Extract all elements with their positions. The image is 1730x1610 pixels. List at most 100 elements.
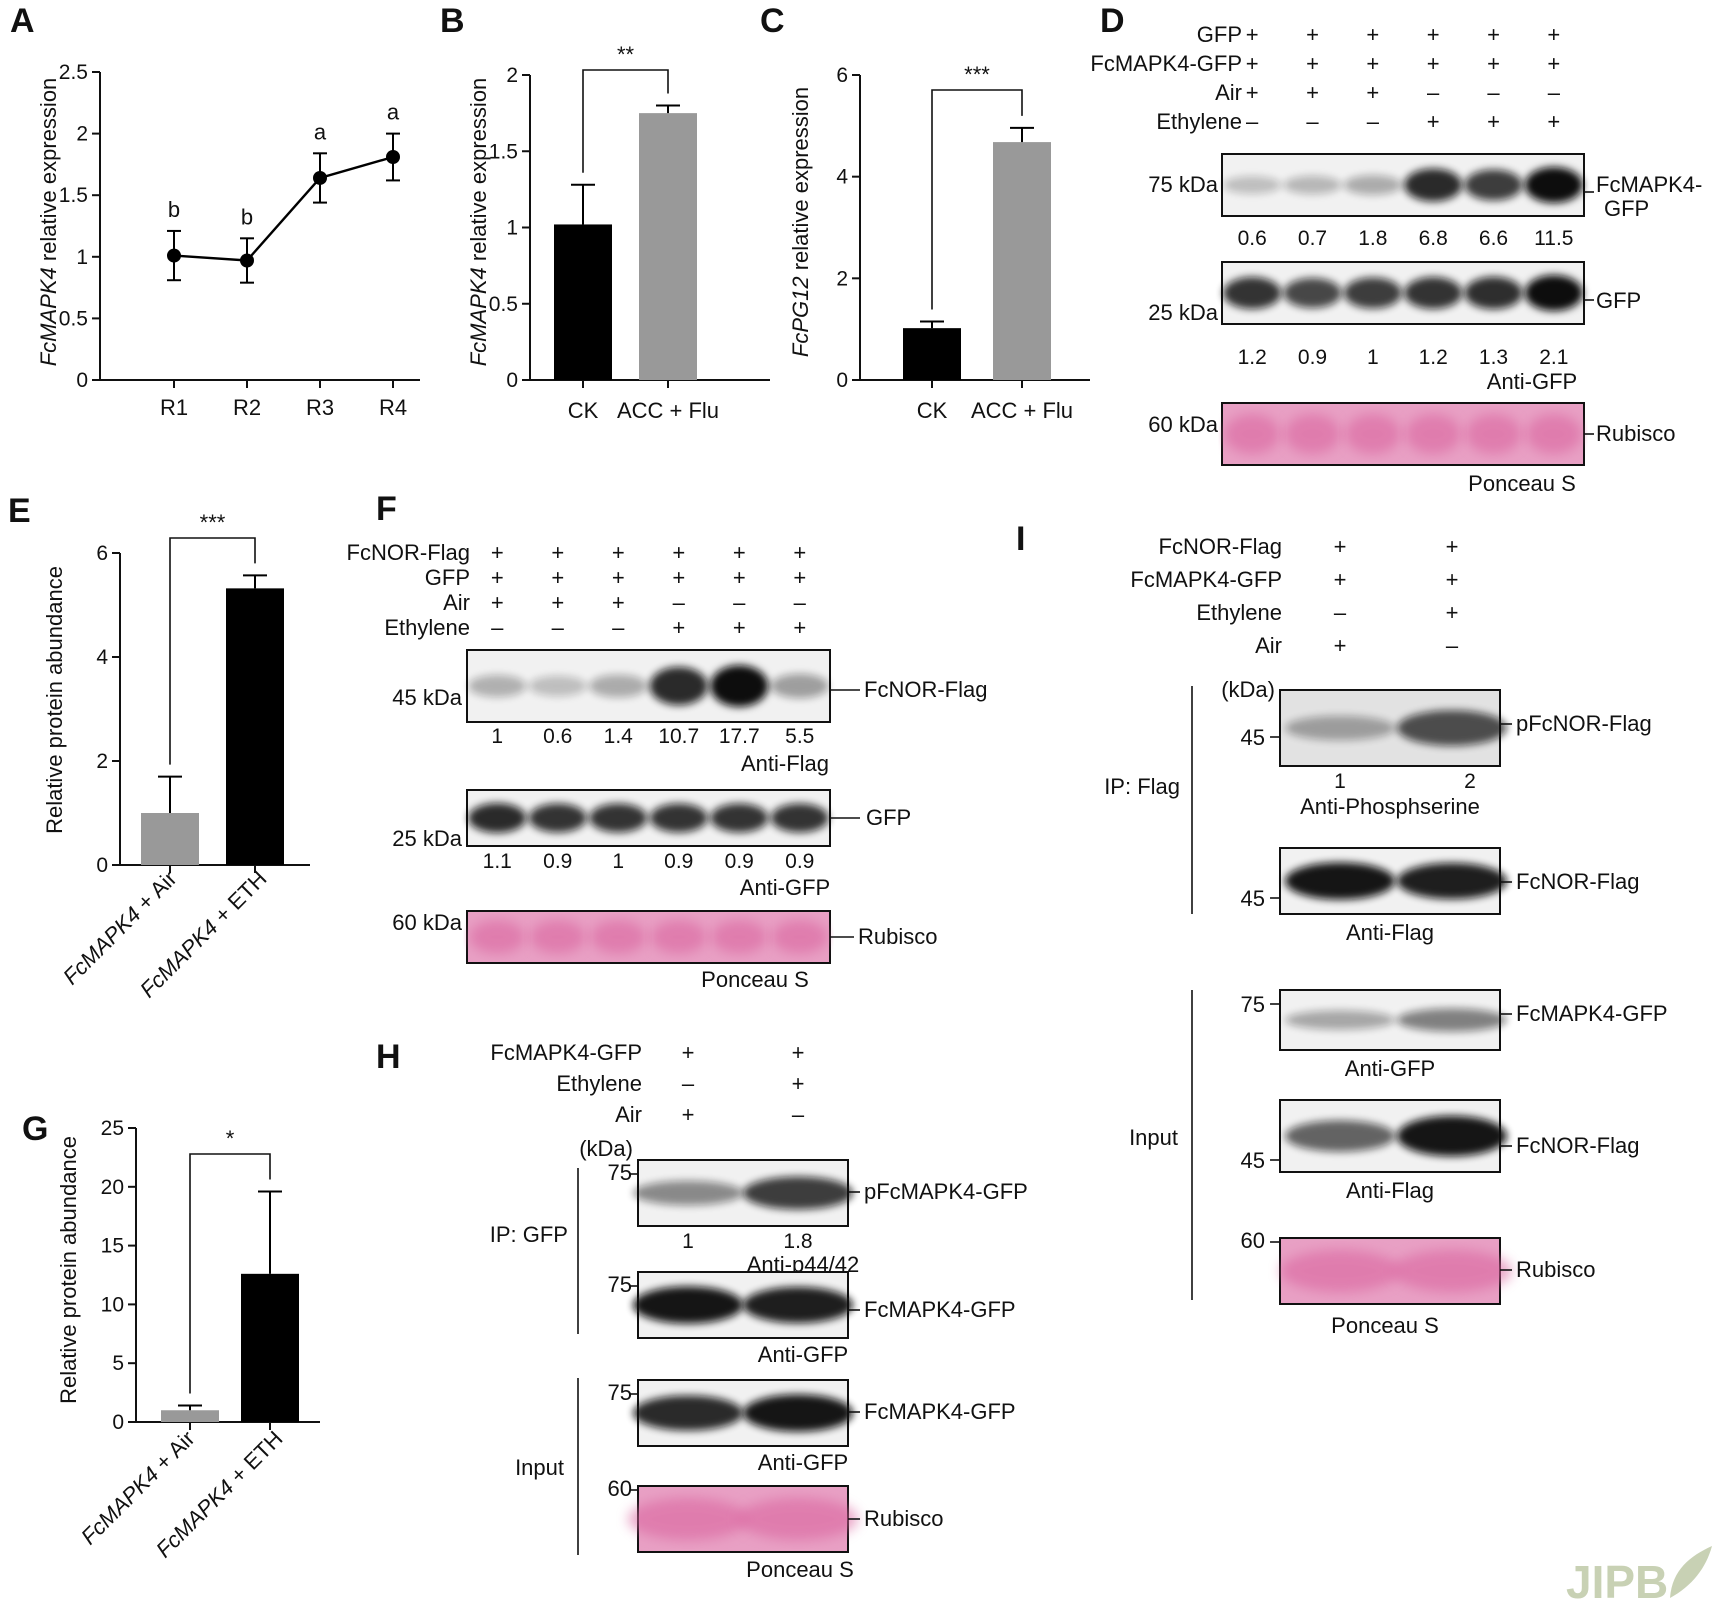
h-input-label: Input <box>515 1455 564 1480</box>
panel-label-d: D <box>1100 2 1125 40</box>
f-condition-sign: + <box>793 565 806 590</box>
h-kda-unit: (kDa) <box>579 1136 633 1161</box>
panel-label-h: H <box>376 1038 401 1076</box>
a-ytick-label: 1 <box>76 246 88 269</box>
d-condition-sign: – <box>1427 80 1440 105</box>
a-data-point <box>167 248 181 263</box>
f-condition-label: Ethylene <box>384 615 470 640</box>
i-row2-band-label: FcNOR-Flag <box>1516 869 1639 894</box>
d-row2-quant: 1 <box>1367 346 1379 369</box>
panel-c: C FcPG12 relative expression 0 2 4 6 CK ACC +… <box>760 2 1090 423</box>
i-row3-band <box>1285 1010 1395 1030</box>
h-row1-kda: 75 <box>608 1160 632 1185</box>
h-condition-label: Air <box>615 1102 642 1127</box>
i-row2-kda: 45 <box>1241 886 1265 911</box>
panel-b-ylabel: FcMAPK4 relative expression <box>466 78 491 367</box>
f-condition-label: FcNOR-Flag <box>347 540 470 565</box>
c-significance-stars: *** <box>964 62 990 87</box>
panel-d: D GFP + + + + + +FcMAPK4-GFP + + + + + +Air + + + – – –Eth… <box>1090 2 1702 496</box>
d-row3-band <box>1465 414 1522 454</box>
b-significance-bracket <box>582 69 669 173</box>
c-category-label: ACC + Flu <box>971 398 1073 423</box>
d-condition-label: Ethylene <box>1156 109 1242 134</box>
c-bar <box>993 142 1051 380</box>
a-ytick-label: 2 <box>76 123 88 146</box>
panel-f: F FcNOR-Flag + + + + + +GFP + + + + + +Air + + + – – –Ethy… <box>347 490 988 992</box>
i-row5-band-label: Rubisco <box>1516 1257 1595 1282</box>
panel-label-i: I <box>1016 520 1025 558</box>
d-row1-band <box>1524 167 1583 203</box>
d-condition-sign: + <box>1246 51 1259 76</box>
d-condition-sign: + <box>1487 51 1500 76</box>
f-row1-membrane <box>466 649 831 723</box>
b-significance-stars: ** <box>617 42 635 67</box>
f-condition-sign: + <box>551 590 564 615</box>
d-condition-sign: + <box>1246 22 1259 47</box>
panel-a-ylabel: FcMAPK4 relative expression <box>36 78 61 367</box>
f-condition-sign: + <box>612 540 625 565</box>
i-row5-kda: 60 <box>1241 1228 1265 1253</box>
a-ytick-label: 0 <box>76 369 88 392</box>
b-ytick-label: 1 <box>506 217 518 240</box>
h-condition-sign: + <box>792 1071 805 1096</box>
i-condition-label: FcNOR-Flag <box>1159 534 1282 559</box>
leaf-icon <box>1670 1546 1712 1598</box>
f-row3-membrane <box>466 910 831 964</box>
d-row1-quant: 0.6 <box>1238 227 1267 250</box>
panel-a: A FcMAPK4 relative expression 0 0.5 1 1.5 2 2… <box>10 2 420 420</box>
e-ytick-label: 6 <box>96 542 108 565</box>
d-condition-label: FcMAPK4-GFP <box>1090 51 1242 76</box>
g-ytick-label: 15 <box>101 1235 124 1258</box>
c-category-label: CK <box>917 398 948 423</box>
f-condition-sign: – <box>491 615 504 640</box>
d-row2-band <box>1404 277 1463 309</box>
d-condition-sign: – <box>1548 80 1561 105</box>
f-condition-sign: + <box>672 565 685 590</box>
i-row1-quant: 2 <box>1464 770 1476 793</box>
d-row2-band-label: GFP <box>1596 288 1641 313</box>
i-row1-band <box>1285 715 1395 741</box>
e-significance-bracket <box>169 537 256 765</box>
a-data-point <box>313 170 327 185</box>
d-row1-quant: 6.6 <box>1479 227 1508 250</box>
i-row1-caption: Anti-Phosphserine <box>1300 794 1480 819</box>
c-bar <box>903 328 961 380</box>
blot-d: GFP + + + + + +FcMAPK4-GFP + + + + + +Air + + + – – –Ethyl… <box>1090 22 1702 496</box>
f-condition-sign: – <box>794 590 807 615</box>
f-condition-sign: – <box>612 615 625 640</box>
c-ytick-label: 2 <box>836 267 848 290</box>
panel-g-ylabel: Relative protein abundance <box>56 1136 81 1404</box>
f-condition-sign: + <box>612 590 625 615</box>
f-row1-band <box>649 666 708 706</box>
f-row2-band <box>528 803 587 833</box>
b-bar <box>639 113 697 380</box>
panel-label-b: B <box>440 2 465 40</box>
d-row1-quant: 11.5 <box>1534 227 1573 250</box>
d-condition-sign: + <box>1547 51 1560 76</box>
a-significance-letter: b <box>241 204 253 229</box>
e-bar <box>226 588 284 865</box>
panel-i: I FcNOR-Flag + + FcMAPK4-GFP + + Ethylene – + Air… <box>1016 520 1668 1338</box>
e-ytick-label: 0 <box>96 854 108 877</box>
d-row3-band <box>1224 414 1281 454</box>
chart-a: 0 0.5 1 1.5 2 2.5 R1 b R2 b R3 a R4 a <box>59 61 420 420</box>
h-row4-caption: Ponceau S <box>746 1557 854 1582</box>
f-row3-band <box>469 920 526 954</box>
f-row2-caption: Anti-GFP <box>740 875 830 900</box>
g-ytick-label: 5 <box>112 1352 124 1375</box>
f-row1-band-label: FcNOR-Flag <box>864 677 987 702</box>
d-condition-sign: – <box>1367 109 1380 134</box>
a-significance-letter: a <box>314 119 327 144</box>
f-condition-sign: + <box>793 615 806 640</box>
h-row3-band-label: FcMAPK4-GFP <box>864 1399 1016 1424</box>
e-bar <box>141 813 199 865</box>
watermark-text: JIPB <box>1566 1556 1668 1608</box>
d-row2-band <box>1524 275 1583 311</box>
f-row1-quant: 1.4 <box>604 725 634 748</box>
d-condition-sign: + <box>1306 22 1319 47</box>
a-ytick-label: 1.5 <box>59 184 88 207</box>
h-row2-kda: 75 <box>608 1272 632 1297</box>
d-condition-sign: + <box>1547 109 1560 134</box>
b-category-label: ACC + Flu <box>617 398 719 423</box>
